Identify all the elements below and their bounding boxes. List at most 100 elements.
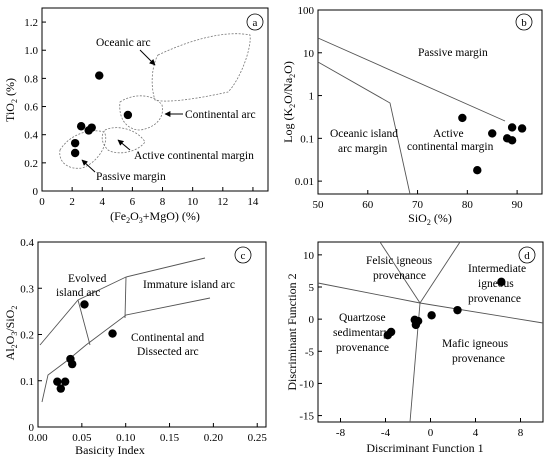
panel-d-data-point: [427, 311, 436, 320]
panel-a-xtick-label: 2: [69, 196, 75, 208]
panel-c-ytick-label: 0.1: [20, 376, 34, 388]
panel-c-data-point: [56, 384, 65, 393]
panel-d-ytick-label: -15: [299, 411, 314, 423]
panel-a-xtick-label: 0: [39, 196, 45, 208]
passive-margin-arrow: [81, 159, 96, 173]
panel-c-data-point: [80, 300, 89, 309]
field-label-oceanic-island: Oceanic island: [330, 128, 398, 140]
panel-a-data-point: [76, 122, 86, 131]
panel-b-data-point: [517, 124, 527, 133]
oceanic-arc-arrow: [139, 49, 156, 66]
panel-d-xtick-label: -8: [336, 427, 346, 439]
field-label-immature: Immature island arc: [143, 279, 235, 291]
panel-d-badge: [518, 246, 536, 264]
panel-b-badge: [515, 13, 533, 31]
panel-a-data-point: [95, 71, 104, 80]
panel-b-data-point: [458, 113, 467, 123]
panel-d-data-point: [411, 320, 421, 330]
boundary-c-upper: [39, 257, 206, 346]
field-label-felsic-prov: provenance: [373, 270, 426, 282]
panel-c-x-title: Basicity Index: [75, 443, 145, 457]
panel-b-xtick-label: 60: [362, 199, 374, 211]
panel-a-ytick-label: 0: [33, 186, 39, 198]
boundary-lower: [317, 61, 411, 195]
panel-c-y-title: Al2O3/SiO2: [3, 306, 19, 361]
panel-d-y-title: Discriminant Function 2: [285, 273, 299, 390]
boundary-upper: [317, 37, 506, 122]
panel-c-xtick-label: 0.10: [116, 432, 136, 444]
panel-b-xtick-label: 90: [512, 199, 524, 211]
panel-b-x-title: SiO2 (%): [408, 211, 452, 227]
field-label-intermediate-prov: provenance: [468, 293, 521, 305]
panel-a-data-point: [87, 123, 96, 132]
boundary-d-3: [419, 241, 461, 304]
field-label-active-margin: Active continental margin: [134, 150, 254, 162]
oceanic-arc-field: [151, 33, 251, 102]
field-label-dissected-arc: Dissected arc: [137, 346, 199, 358]
panel-d-ytick-label: 5: [309, 282, 315, 294]
panel-a-data-point: [123, 110, 133, 120]
field-label-arc-margin: arc margin: [338, 143, 388, 155]
panel-a-ytick-label: 1.0: [24, 45, 38, 57]
field-label-oceanic-arc: Oceanic arc: [96, 37, 151, 49]
panel-b-ytick-label: 100: [298, 5, 315, 17]
panel-d-xtick-label: -4: [381, 427, 391, 439]
panel-c-ytick-label: 0: [29, 422, 35, 434]
panel-b-xtick-label: 80: [462, 199, 474, 211]
boundary-c-mid1: [77, 299, 91, 346]
panel-d: Felsic igneous provenance Intermediate i…: [285, 241, 544, 455]
panel-a-fields: [59, 33, 251, 169]
panel-a-xtick-label: 8: [160, 196, 166, 208]
panel-c-xtick-label: 0.25: [248, 432, 268, 444]
panel-a-y-title: TiO2 (%): [3, 78, 19, 122]
panel-a-xtick-label: 4: [100, 196, 106, 208]
field-label-intermediate: Intermediate: [468, 263, 526, 275]
panel-d-x-title: Discriminant Function 1: [366, 441, 483, 455]
panel-c-ytick-label: 0.2: [20, 330, 34, 342]
field-label-sedimentary: sedimentary: [333, 327, 389, 339]
panel-d-data-point: [497, 277, 506, 287]
panel-c-badge: [234, 246, 252, 264]
boundary-c-lower: [41, 297, 211, 403]
panel-b-data-point: [473, 166, 482, 175]
panel-b-xtick-label: 70: [412, 199, 424, 211]
panel-a-ytick-label: 0.4: [24, 130, 38, 142]
panel-c-badge-text: c: [241, 250, 246, 262]
passive-margin-field: [59, 130, 107, 169]
panel-b-data-point: [488, 129, 497, 138]
panel-a-data-point: [70, 148, 80, 158]
field-label-mafic: Mafic igneous: [442, 338, 509, 350]
continental-arc-field: [119, 95, 163, 131]
panel-c: Evolved island arc Immature island arc C…: [3, 241, 267, 457]
panel-b-xtick-label: 50: [313, 199, 325, 211]
panel-d-xtick-label: 8: [518, 427, 524, 439]
panel-c-ytick-label: 0.3: [20, 283, 34, 295]
panel-c-data-point: [108, 329, 117, 338]
panel-c-xtick-label: 0.05: [72, 432, 92, 444]
panel-b-ytick-label: 0.1: [300, 133, 314, 145]
panel-a-ytick-label: 0.8: [24, 73, 38, 85]
panel-a-badge-text: a: [253, 17, 258, 29]
panel-b-frame: [317, 9, 543, 195]
panel-c-data-point: [53, 377, 62, 386]
boundary-c-mid2: [124, 276, 127, 319]
panel-a-ytick-label: 0.6: [24, 102, 38, 114]
boundary-d-5: [419, 302, 544, 324]
panel-b: Passive margin Oceanic island arc margin…: [281, 9, 543, 227]
boundary-d-1: [379, 241, 421, 304]
boundary-d-2: [317, 282, 421, 304]
panel-c-ytick-label: 0.4: [20, 237, 34, 249]
panel-c-xtick-label: 0.15: [160, 432, 180, 444]
field-label-active: Active: [433, 128, 464, 140]
field-label-igneous: igneous: [478, 278, 514, 290]
field-label-continental-and: Continental and: [131, 332, 204, 344]
panel-a-ytick-label: 0.2: [24, 158, 38, 170]
panel-d-xtick-label: 4: [473, 427, 479, 439]
panel-b-ytick-label: 0.01: [295, 176, 314, 188]
panel-c-boundaries: [39, 257, 211, 403]
field-label-continental-arc: Continental arc: [185, 109, 256, 121]
panel-c-xtick-label: 0.00: [28, 432, 48, 444]
panel-a-data-point: [70, 138, 80, 148]
